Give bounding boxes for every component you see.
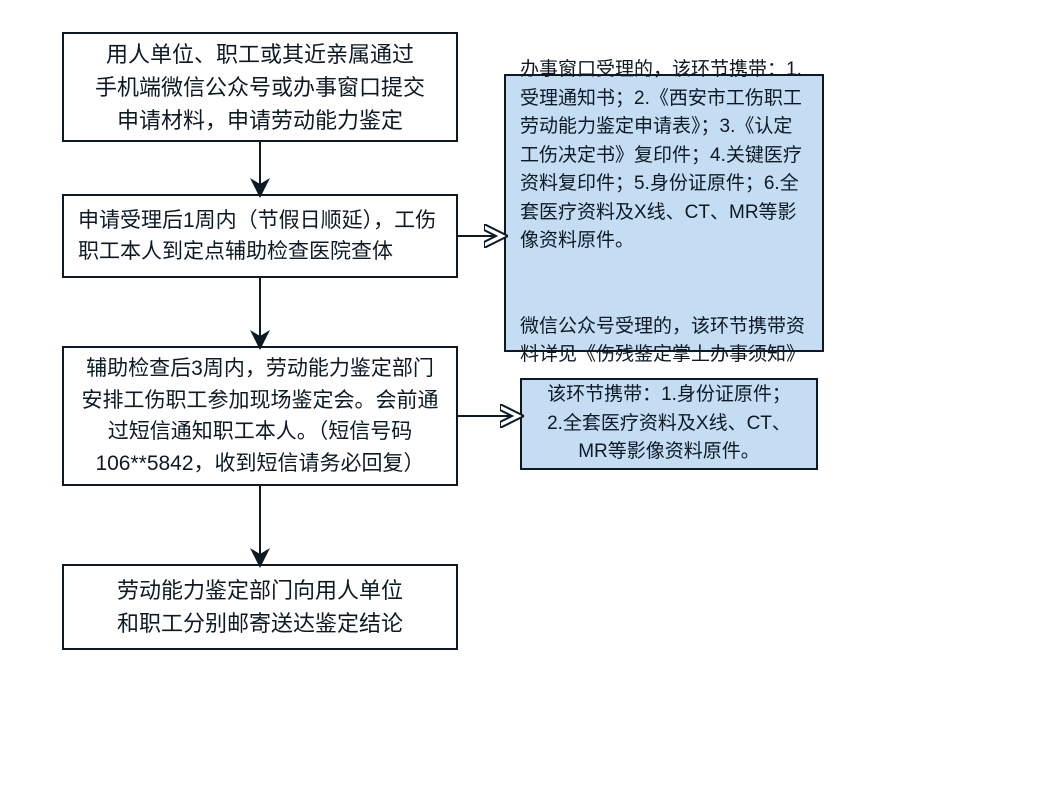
flow-note-2: 该环节携带：1.身份证原件；2.全套医疗资料及X线、CT、MR等影像资料原件。 bbox=[520, 378, 818, 470]
flow-step-1: 用人单位、职工或其近亲属通过手机端微信公众号或办事窗口提交申请材料，申请劳动能力… bbox=[62, 32, 458, 142]
flow-note-2-text: 该环节携带：1.身份证原件；2.全套医疗资料及X线、CT、MR等影像资料原件。 bbox=[547, 381, 791, 467]
flow-step-3: 辅助检查后3周内，劳动能力鉴定部门安排工伤职工参加现场鉴定会。会前通过短信通知职… bbox=[62, 346, 458, 486]
flow-note-1-text: 办事窗口受理的，该环节携带：1.受理通知书；2.《西安市工伤职工劳动能力鉴定申请… bbox=[520, 56, 808, 370]
flow-step-2: 申请受理后1周内（节假日顺延），工伤职工本人到定点辅助检查医院查体 bbox=[62, 194, 458, 278]
flow-note-1: 办事窗口受理的，该环节携带：1.受理通知书；2.《西安市工伤职工劳动能力鉴定申请… bbox=[504, 74, 824, 352]
flow-step-4-text: 劳动能力鉴定部门向用人单位和职工分别邮寄送达鉴定结论 bbox=[117, 574, 403, 640]
flow-step-2-text: 申请受理后1周内（节假日顺延），工伤职工本人到定点辅助检查医院查体 bbox=[78, 205, 442, 268]
flow-step-4: 劳动能力鉴定部门向用人单位和职工分别邮寄送达鉴定结论 bbox=[62, 564, 458, 650]
flow-step-3-text: 辅助检查后3周内，劳动能力鉴定部门安排工伤职工参加现场鉴定会。会前通过短信通知职… bbox=[78, 353, 442, 479]
flow-step-1-text: 用人单位、职工或其近亲属通过手机端微信公众号或办事窗口提交申请材料，申请劳动能力… bbox=[95, 38, 425, 137]
